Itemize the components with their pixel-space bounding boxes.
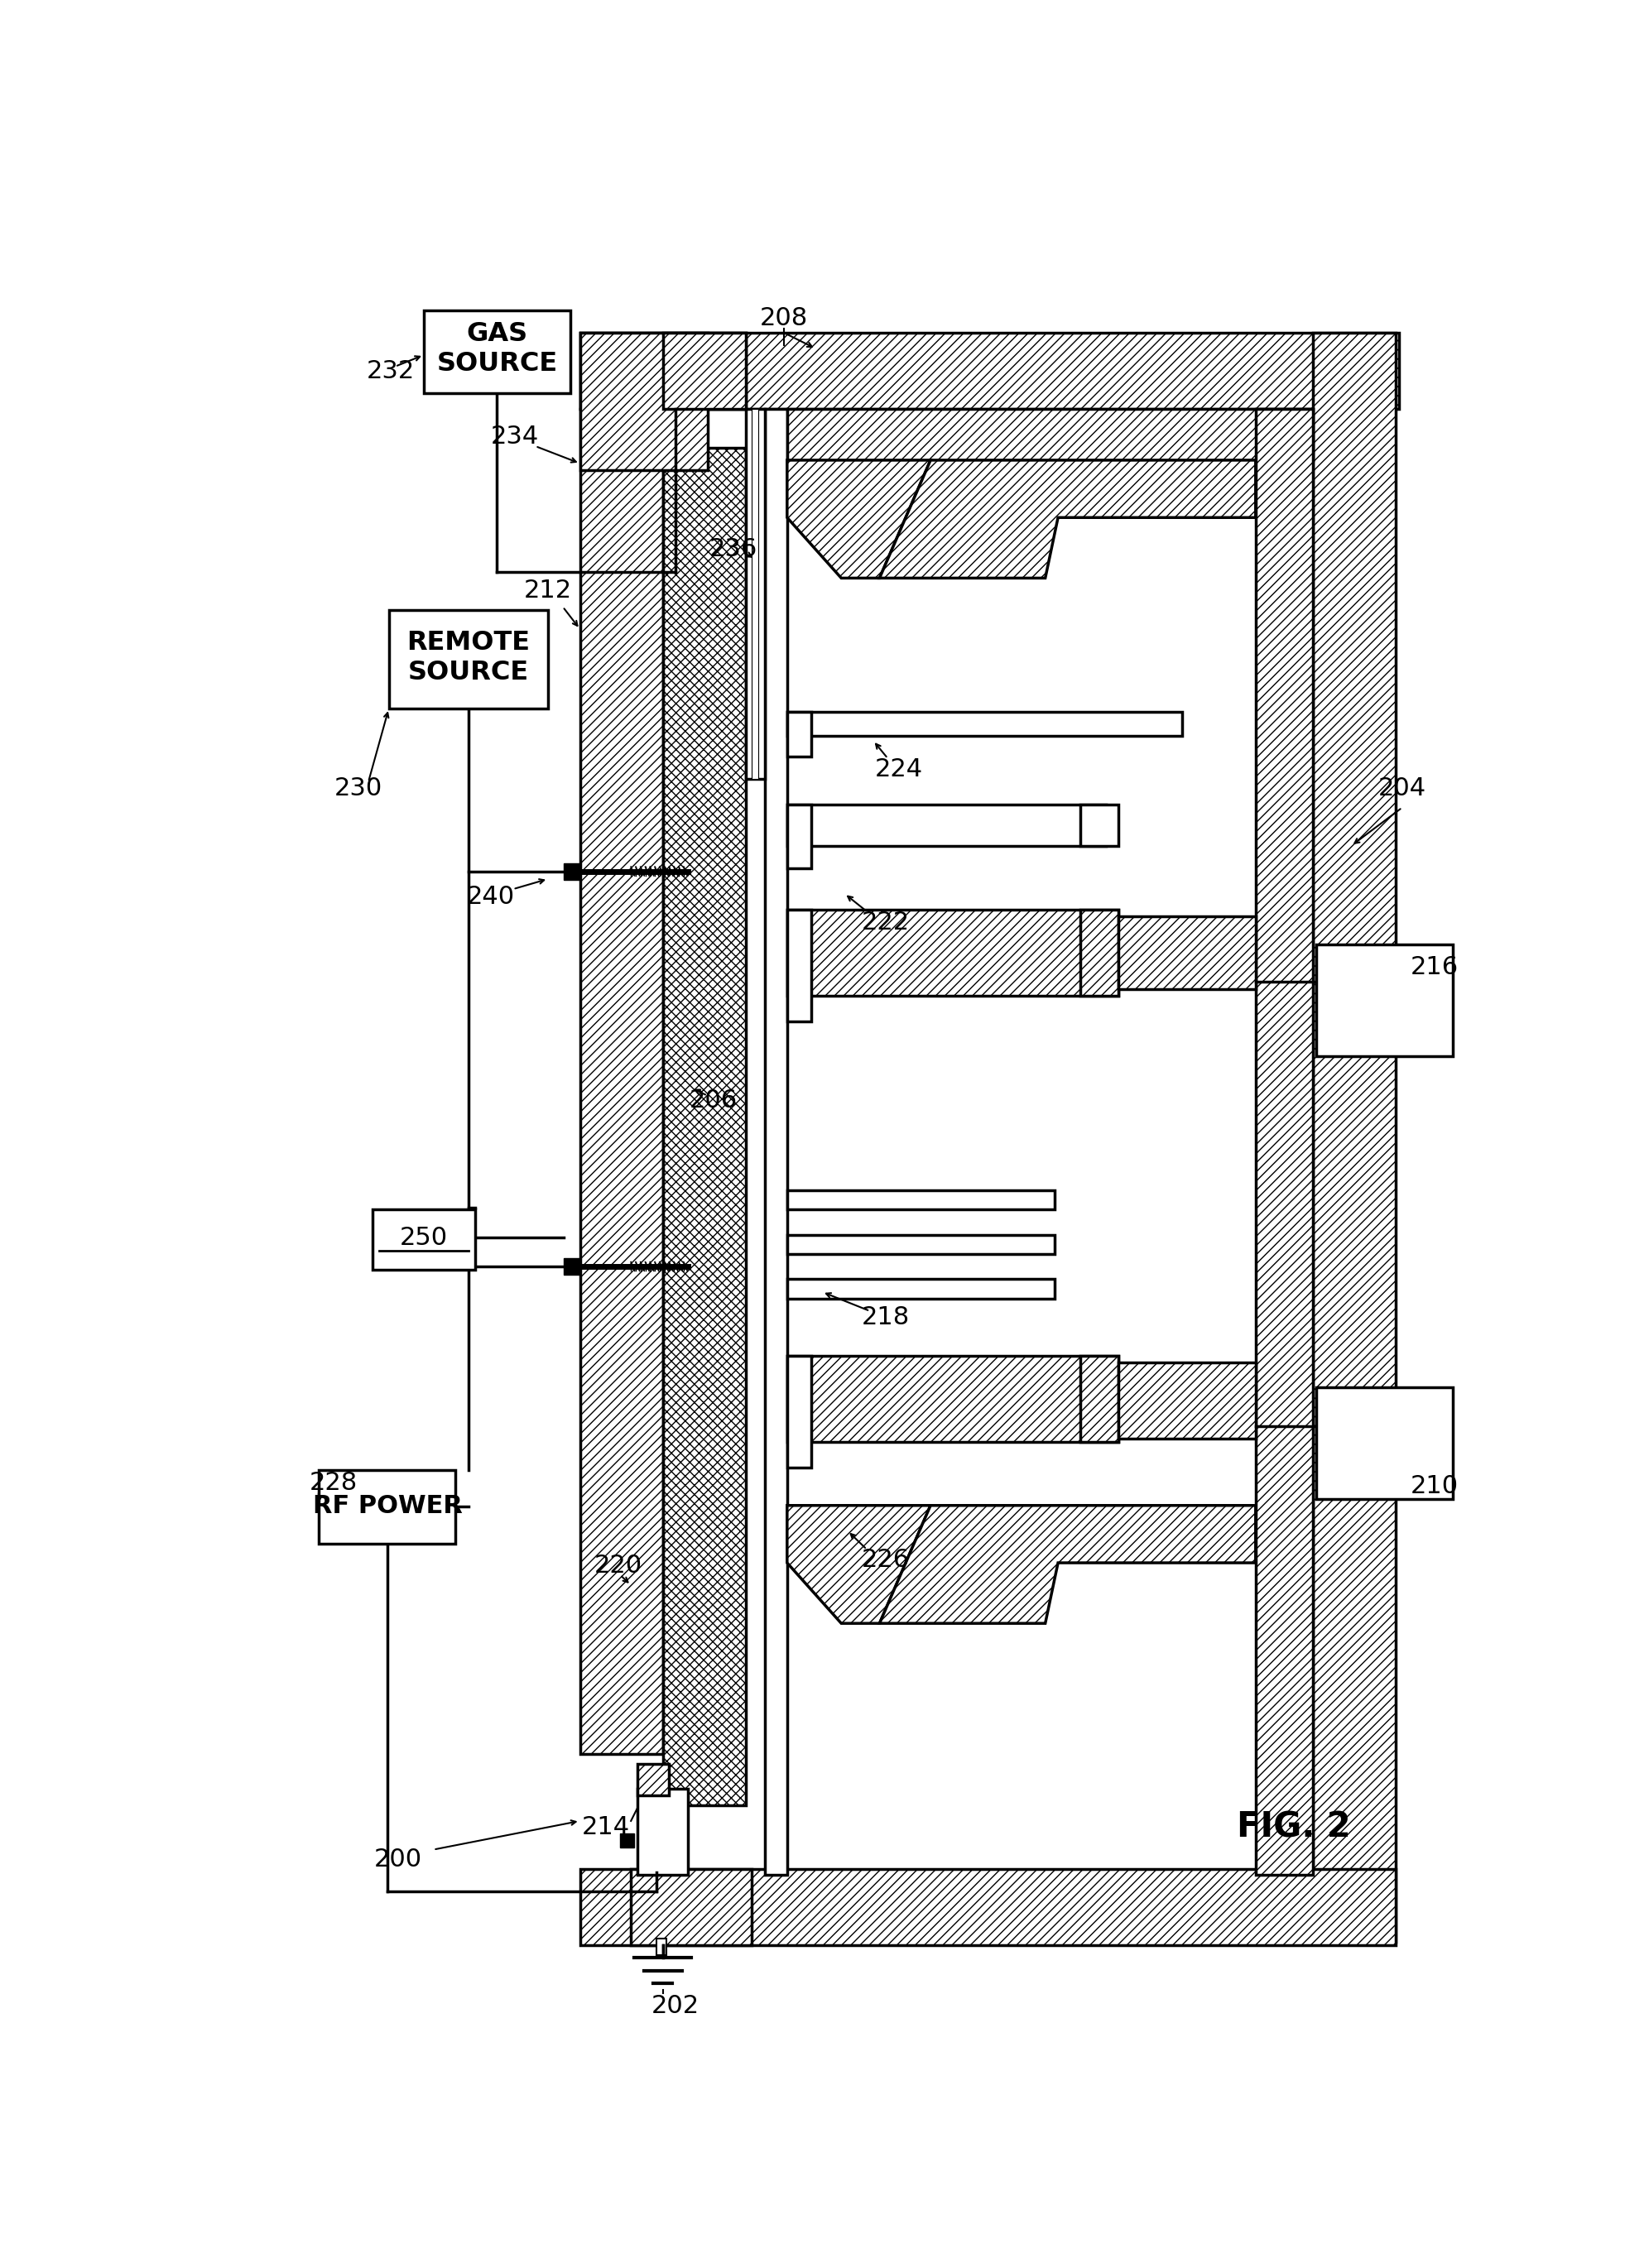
Bar [1313, 333, 1395, 1941]
Text: 226: 226 [862, 1547, 910, 1572]
Polygon shape [787, 1506, 930, 1624]
Bar [564, 1259, 580, 1275]
Text: 200: 200 [374, 1846, 422, 1871]
Bar [424, 311, 571, 392]
Text: 216: 216 [1410, 955, 1458, 980]
Text: 232: 232 [366, 358, 414, 383]
Bar [637, 1765, 669, 1796]
Text: 218: 218 [862, 1306, 910, 1329]
Bar [1080, 805, 1118, 846]
Bar [787, 1234, 1055, 1254]
Text: 210: 210 [1410, 1474, 1458, 1499]
Bar [787, 909, 1118, 996]
Text: 220: 220 [594, 1554, 641, 1579]
Bar [787, 805, 1106, 846]
Bar [1080, 1356, 1118, 1442]
Bar [656, 1939, 666, 1955]
Bar [787, 712, 811, 758]
Text: 212: 212 [524, 578, 572, 603]
Bar [620, 1835, 635, 1848]
Bar [373, 1209, 475, 1270]
Bar [787, 1356, 811, 1467]
Bar [1080, 909, 1118, 996]
Text: GAS
SOURCE: GAS SOURCE [437, 322, 557, 376]
Bar [745, 408, 765, 778]
Text: 208: 208 [760, 306, 808, 331]
Polygon shape [879, 460, 1255, 578]
Bar [1255, 408, 1313, 1876]
Text: 202: 202 [651, 1994, 699, 2019]
Bar [787, 1279, 1055, 1297]
Bar [787, 712, 1182, 737]
Bar [1118, 1363, 1255, 1438]
Bar [752, 408, 759, 778]
Bar [580, 333, 1398, 408]
Bar [1118, 916, 1255, 989]
Text: 214: 214 [582, 1814, 630, 1839]
Text: REMOTE
SOURCE: REMOTE SOURCE [407, 631, 529, 685]
Text: 234: 234 [491, 424, 539, 449]
Text: FIG. 2: FIG. 2 [1237, 1810, 1351, 1844]
Text: 228: 228 [308, 1472, 358, 1495]
Text: 230: 230 [335, 776, 383, 801]
Text: 236: 236 [709, 538, 757, 562]
Bar [580, 1869, 1395, 1946]
Bar [1316, 1388, 1453, 1499]
Bar [318, 1470, 455, 1545]
Bar [580, 333, 707, 469]
Bar [637, 1789, 688, 1876]
Bar [787, 909, 811, 1021]
Text: RF POWER: RF POWER [313, 1495, 462, 1517]
Bar [787, 1191, 1055, 1209]
Text: 206: 206 [689, 1089, 737, 1114]
Bar [765, 408, 787, 1876]
Bar [663, 447, 745, 1805]
Text: 240: 240 [467, 885, 514, 909]
Text: 204: 204 [1379, 776, 1426, 801]
Bar [632, 1869, 752, 1946]
Text: 250: 250 [399, 1225, 449, 1250]
Polygon shape [787, 460, 930, 578]
Bar [389, 610, 547, 710]
Bar [787, 408, 1313, 460]
Bar [580, 333, 745, 408]
Text: 224: 224 [874, 758, 923, 780]
Bar [1316, 943, 1453, 1057]
Bar [787, 805, 811, 869]
Bar [580, 408, 663, 1753]
Bar [787, 1356, 1118, 1442]
Text: 222: 222 [862, 909, 910, 934]
Polygon shape [879, 1506, 1255, 1624]
Bar [663, 333, 745, 408]
Bar [564, 864, 580, 880]
